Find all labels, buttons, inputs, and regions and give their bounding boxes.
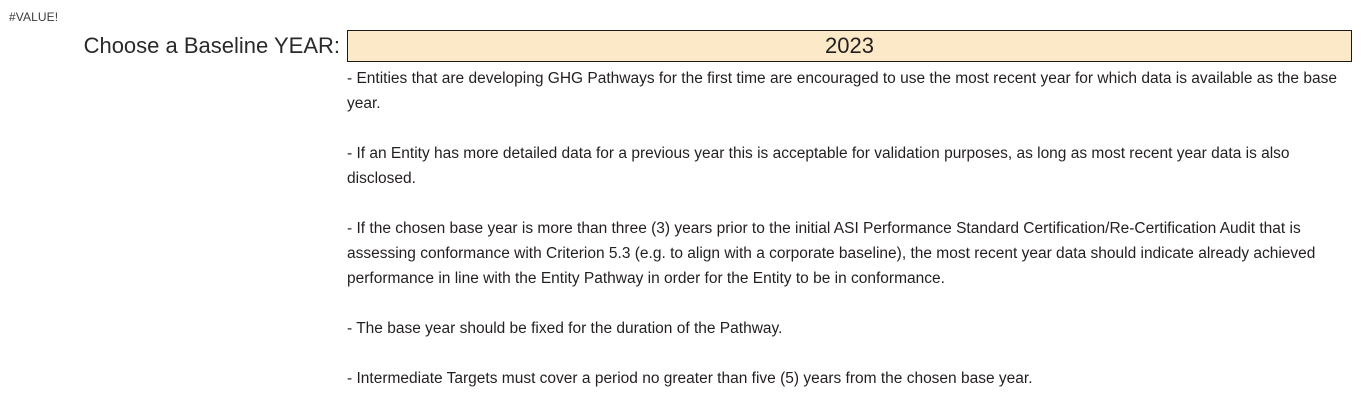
guidance-paragraph: - Entities that are developing GHG Pathw… xyxy=(347,70,1337,112)
guidance-notes: - Entities that are developing GHG Pathw… xyxy=(347,66,1349,391)
guidance-paragraph: - The base year should be fixed for the … xyxy=(347,320,783,337)
guidance-paragraph: - Intermediate Targets must cover a peri… xyxy=(347,370,1033,387)
guidance-paragraph: - If the chosen base year is more than t… xyxy=(347,220,1316,287)
paragraph-spacer xyxy=(347,191,1349,216)
baseline-year-label: Choose a Baseline YEAR: xyxy=(83,33,340,58)
guidance-paragraph: - If an Entity has more detailed data fo… xyxy=(347,145,1290,187)
paragraph-spacer xyxy=(347,116,1349,141)
paragraph-spacer xyxy=(347,341,1349,366)
baseline-year-row: Choose a Baseline YEAR: 2023 xyxy=(0,29,1365,63)
baseline-year-input[interactable]: 2023 xyxy=(347,30,1352,62)
paragraph-spacer xyxy=(347,291,1349,316)
value-error-flag: #VALUE! xyxy=(9,10,59,24)
baseline-year-value: 2023 xyxy=(825,33,874,58)
